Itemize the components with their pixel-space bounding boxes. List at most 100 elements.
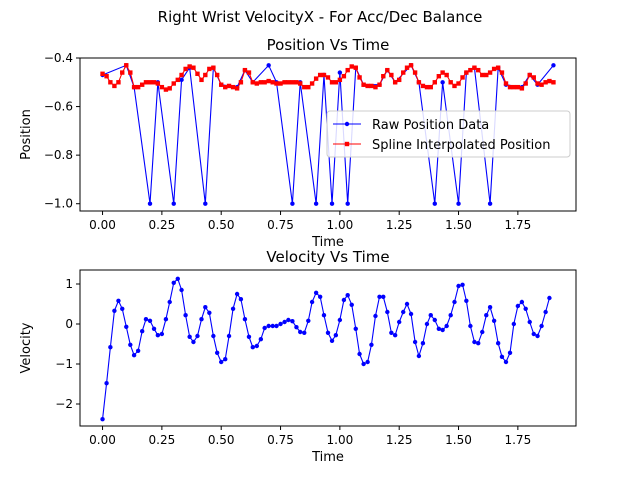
data-point [321,313,327,318]
y-tick-label: −1.0 [44,197,73,211]
data-point [345,201,350,206]
x-tick-label: 1.00 [327,433,354,447]
x-tick-label: 1.25 [386,433,413,447]
data-point [214,72,220,78]
data-point [226,333,232,339]
data-point [345,67,350,73]
y-tick-label: 1 [65,277,73,291]
legend-box [326,110,571,158]
data-point [511,321,517,327]
data-point [321,72,327,78]
data-point [298,329,303,335]
data-point [547,78,552,84]
data-point [440,327,445,333]
data-point [317,72,323,78]
data-point [250,345,255,350]
data-point [464,70,469,75]
data-point [444,323,449,329]
data-point [246,334,252,339]
data-point [464,298,469,303]
data-point [290,201,295,206]
data-point [270,323,275,329]
series-0 [100,276,552,422]
legend-item: Spline Interpolated Position [333,138,551,153]
data-point [543,309,548,315]
data-point [108,345,113,350]
data-point [385,309,390,315]
data-point [100,417,105,422]
data-point [408,311,414,317]
data-point [539,82,544,87]
y-tick-label: −0.6 [44,100,73,114]
figure-suptitle: Right Wrist VelocityX - For Acc/Dec Bala… [158,8,483,26]
data-point [392,333,398,338]
y-tick-label: 0 [65,317,73,331]
data-point [349,64,354,69]
data-point [155,81,161,86]
data-point [175,77,180,83]
data-point [203,201,208,206]
data-point [175,276,180,281]
data-point [503,81,509,86]
data-point [491,318,497,323]
data-point [511,84,517,90]
data-point [171,201,176,206]
data-point [274,323,279,329]
data-point [436,326,442,331]
data-point [527,72,532,78]
data-point [159,331,165,337]
data-point [179,77,184,83]
data-point [143,317,149,322]
data-point [230,84,236,90]
data-point [155,333,161,338]
data-point [266,323,271,329]
data-point [491,66,497,72]
x-tick-label: 0.75 [267,433,294,447]
chart-title: Velocity Vs Time [266,248,389,266]
data-point [468,323,473,329]
data-point [313,290,319,295]
data-point [416,353,422,359]
data-point [278,81,283,86]
data-point [147,201,153,206]
x-tick-label: 1.75 [504,218,531,232]
data-point [223,84,228,90]
data-point [401,70,406,75]
data-point [214,350,220,355]
data-point [171,280,176,285]
data-point [163,87,169,92]
data-point [207,310,212,315]
data-point [306,318,311,323]
data-point [487,70,493,75]
data-point [278,321,283,327]
data-point [468,67,473,73]
data-point [499,354,505,359]
data-point [377,294,382,299]
data-point [428,313,433,318]
data-point [309,81,315,86]
data-point [369,83,374,89]
data-point [412,339,418,345]
data-point [452,299,457,305]
data-point [480,329,485,335]
data-point [484,72,489,78]
data-point [329,201,335,206]
data-point [151,80,157,85]
data-point [480,72,485,78]
data-point [543,80,548,85]
chart-title: Position Vs Time [267,36,390,54]
x-axis-label: Time [311,235,344,250]
data-point [412,70,418,75]
position-chart: Position Vs Time 0.00 0.25 0.50 0.75 1.00 1.25… [19,36,577,250]
data-point [179,287,184,293]
data-point [396,319,402,325]
legend-label: Spline Interpolated Position [372,138,551,153]
data-point [507,350,513,355]
data-point [290,319,295,324]
x-tick-label: 0.25 [149,433,176,447]
data-point [100,71,105,76]
data-point [298,81,303,86]
data-point [223,357,228,362]
x-tick-label: 0.25 [149,218,176,232]
data-point [424,84,430,90]
